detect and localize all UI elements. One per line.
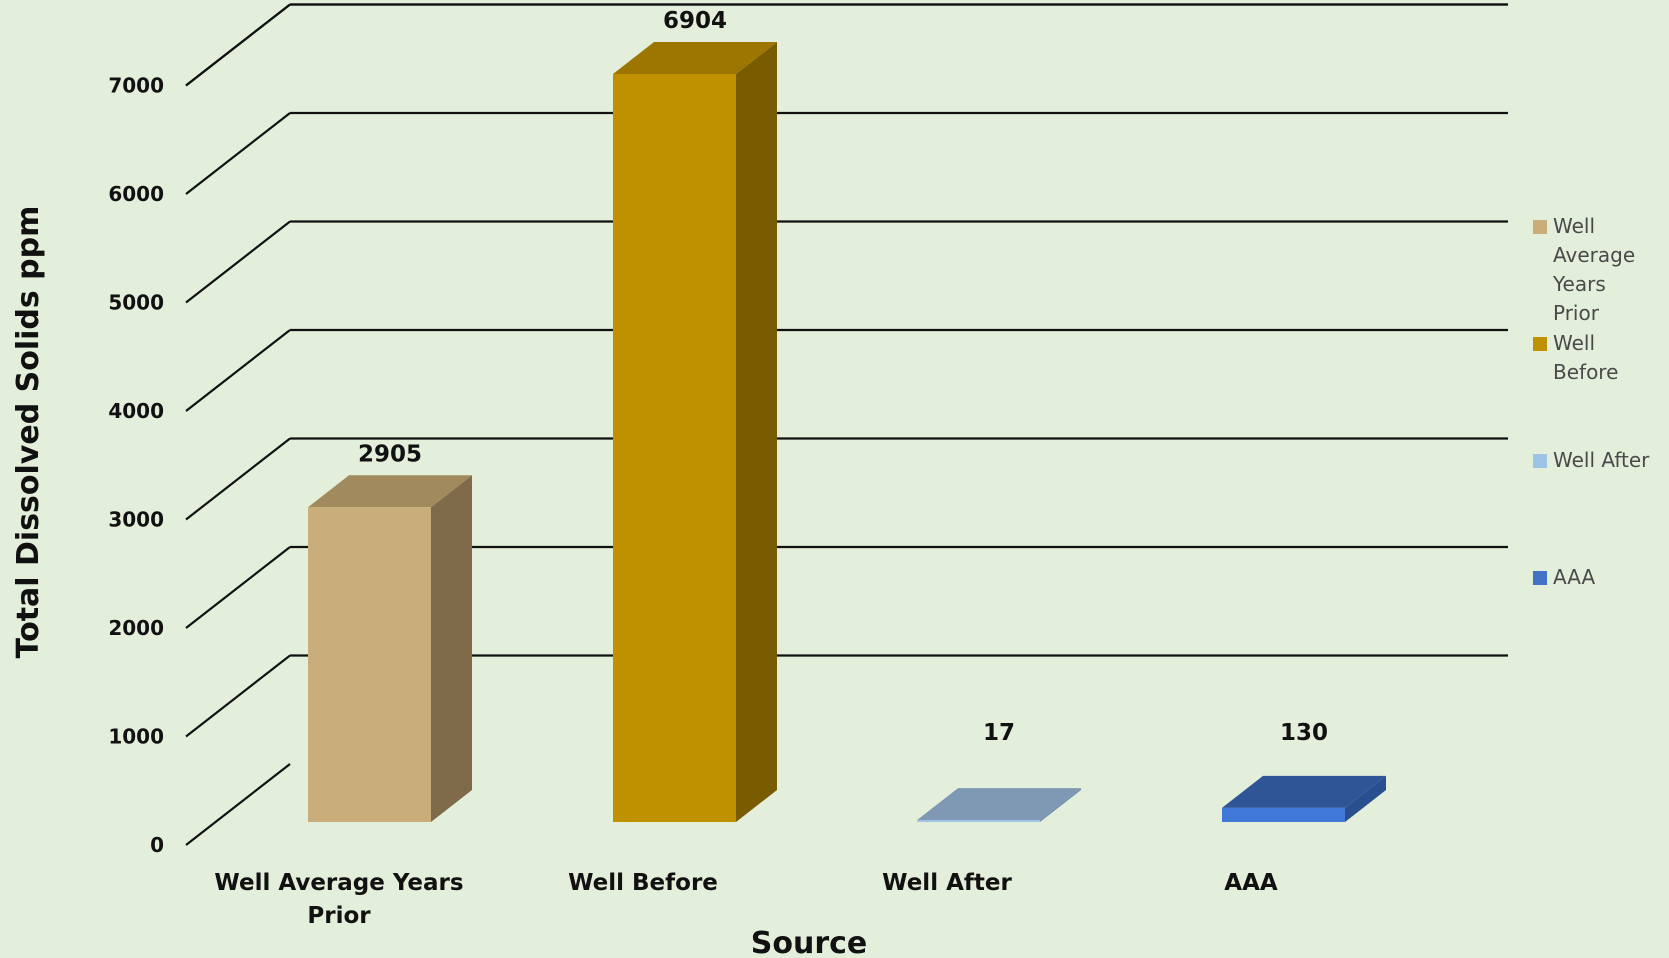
bar-top-3 bbox=[1222, 775, 1386, 808]
bar-side-3 bbox=[1345, 775, 1386, 822]
data-label-2: 17 bbox=[983, 720, 1015, 746]
y-tick-label-2000: 2000 bbox=[108, 616, 164, 640]
bar-top-1 bbox=[613, 42, 777, 74]
legend-label-3: AAA bbox=[1553, 565, 1595, 589]
legend-label-1: Well bbox=[1553, 331, 1595, 355]
legend-label-0: Well bbox=[1553, 214, 1595, 238]
legend-label-1: Before bbox=[1553, 360, 1618, 384]
legend-swatch-3 bbox=[1533, 571, 1547, 585]
x-axis-title: Source bbox=[751, 926, 868, 958]
gridline-side-6000 bbox=[185, 112, 291, 195]
bar-top-0 bbox=[308, 475, 472, 508]
gridline-side-2000 bbox=[185, 546, 291, 629]
bar-2 bbox=[917, 820, 1040, 822]
y-tick-label-6000: 6000 bbox=[108, 182, 164, 206]
bar-0 bbox=[308, 507, 431, 822]
bar-side-0 bbox=[431, 475, 472, 822]
x-tick-label-2: Well After bbox=[882, 870, 1012, 896]
legend-swatch-1 bbox=[1533, 337, 1547, 351]
gridline-side-5000 bbox=[185, 220, 291, 304]
data-label-3: 130 bbox=[1280, 720, 1328, 746]
bar-side-2 bbox=[1040, 788, 1081, 822]
gridline-side-4000 bbox=[185, 329, 291, 412]
gridline-side-3000 bbox=[185, 437, 291, 521]
y-tick-label-3000: 3000 bbox=[108, 508, 164, 532]
y-tick-label-1000: 1000 bbox=[108, 725, 164, 749]
bar-3 bbox=[1222, 807, 1345, 822]
gridline-side-1000 bbox=[185, 654, 291, 738]
legend-swatch-2 bbox=[1533, 454, 1547, 468]
data-label-1: 6904 bbox=[663, 8, 727, 34]
legend-label-0: Prior bbox=[1553, 301, 1600, 325]
y-tick-label-5000: 5000 bbox=[108, 291, 164, 315]
y-tick-label-4000: 4000 bbox=[108, 399, 164, 423]
y-tick-label-7000: 7000 bbox=[108, 74, 164, 98]
gridline-side-0 bbox=[185, 763, 291, 846]
legend-label-0: Average bbox=[1553, 243, 1635, 267]
x-tick-label-3: AAA bbox=[1224, 870, 1278, 896]
bar-top-2 bbox=[917, 788, 1081, 821]
x-tick-label-0: Well Average Years bbox=[214, 870, 463, 896]
x-tick-label-0: Prior bbox=[307, 903, 371, 929]
y-axis-title: Total Dissolved Solids ppm bbox=[11, 206, 46, 659]
legend-label-2: Well After bbox=[1553, 448, 1650, 472]
y-tick-label-0: 0 bbox=[150, 833, 164, 857]
bar-1 bbox=[613, 74, 736, 822]
bar-side-1 bbox=[736, 42, 777, 822]
x-tick-label-1: Well Before bbox=[568, 870, 718, 896]
legend-swatch-0 bbox=[1533, 220, 1547, 234]
legend-label-0: Years bbox=[1552, 272, 1606, 296]
gridline-side-top bbox=[185, 3, 291, 87]
data-label-0: 2905 bbox=[358, 441, 422, 467]
